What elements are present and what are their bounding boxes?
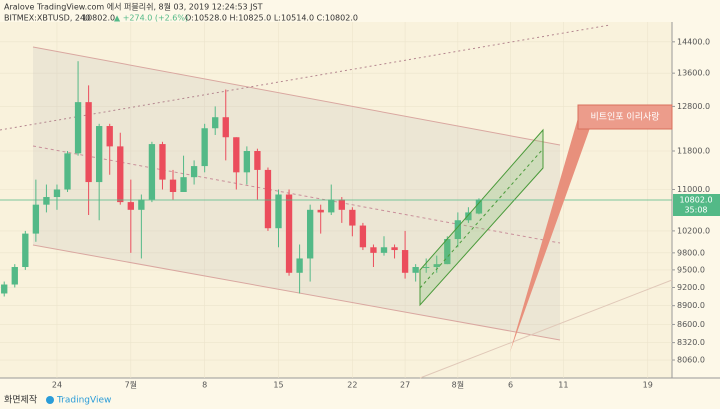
rising-channel bbox=[419, 128, 544, 307]
price-tag-price: 10802.0 bbox=[679, 196, 712, 205]
candle-body bbox=[32, 204, 40, 234]
x-tick-label: 27 bbox=[400, 381, 410, 390]
y-tick-label: 8600.0 bbox=[677, 320, 705, 329]
candle-body bbox=[296, 258, 303, 273]
candle-body bbox=[96, 126, 103, 183]
y-tick-label: 8320.0 bbox=[677, 338, 705, 347]
candle-body bbox=[359, 225, 367, 248]
candle-body bbox=[190, 166, 198, 178]
x-tick-label: 8월 bbox=[452, 380, 464, 390]
candle-body bbox=[201, 128, 208, 167]
x-tick-label: 8 bbox=[202, 381, 207, 390]
candle-body bbox=[1, 284, 8, 294]
candle-body bbox=[64, 153, 71, 190]
candle-body bbox=[285, 194, 293, 273]
x-tick-label: 7월 bbox=[125, 380, 137, 390]
trend-line bbox=[0, 24, 611, 131]
candle-body bbox=[475, 199, 483, 214]
price-tag bbox=[673, 194, 720, 216]
last-price: 10802.0 bbox=[82, 14, 115, 23]
footer-made-by: 화면제작 bbox=[4, 395, 37, 406]
candle-body bbox=[138, 199, 145, 210]
y-tick-label: 8060.0 bbox=[677, 356, 705, 365]
candle-body bbox=[423, 267, 430, 269]
candle-body bbox=[444, 239, 451, 265]
candle-body bbox=[159, 144, 166, 180]
candle-body bbox=[412, 267, 419, 273]
candle-body bbox=[454, 220, 462, 240]
x-tick-label: 6 bbox=[508, 381, 513, 390]
candle-body bbox=[275, 194, 282, 229]
channel-mid bbox=[32, 145, 561, 244]
channel-fill bbox=[33, 47, 560, 340]
candle-body bbox=[349, 209, 356, 226]
y-tick-label: 9500.0 bbox=[677, 265, 705, 274]
footer-brand: TradingView bbox=[56, 396, 111, 406]
candle-body bbox=[85, 102, 92, 183]
candle-body bbox=[53, 189, 61, 198]
x-tick-label: 11 bbox=[558, 381, 568, 390]
y-tick-label: 10200.0 bbox=[677, 226, 710, 235]
brand-logo bbox=[46, 396, 54, 404]
annotation-box bbox=[577, 104, 673, 130]
candle-body bbox=[106, 126, 113, 147]
trend-line-2 bbox=[419, 279, 673, 379]
candle-body bbox=[338, 199, 345, 210]
y-tick-label: 11800.0 bbox=[677, 147, 710, 156]
candle-body bbox=[148, 144, 156, 200]
y-tick-label: 8900.0 bbox=[677, 301, 705, 310]
price-tag-countdown: 35:08 bbox=[684, 206, 707, 215]
candle-body bbox=[180, 177, 187, 192]
annotation-pointer bbox=[510, 118, 590, 352]
candle-body bbox=[317, 209, 324, 213]
candle-body bbox=[465, 212, 472, 221]
candle-body bbox=[433, 264, 440, 268]
candle-body bbox=[212, 117, 219, 129]
y-tick-label: 13600.0 bbox=[677, 69, 710, 78]
candle-body bbox=[254, 151, 261, 170]
candle-body bbox=[127, 202, 134, 210]
x-tick-label: 15 bbox=[273, 381, 283, 390]
candle-body bbox=[264, 169, 272, 229]
candle-body bbox=[222, 117, 229, 138]
x-tick-label: 19 bbox=[643, 381, 653, 390]
y-tick-label: 11000.0 bbox=[677, 185, 710, 194]
y-tick-label: 12800.0 bbox=[677, 102, 710, 111]
publish-line: Aralove TradingView.com 에서 퍼블리쉬, 8월 03, … bbox=[4, 2, 263, 12]
axes: 14400.0 13600.0 12800.0 11800.0 11000.0 10200… bbox=[52, 37, 710, 389]
candle-body bbox=[391, 247, 398, 251]
candle-body bbox=[306, 209, 314, 259]
candle-body bbox=[233, 137, 240, 173]
channel-upper bbox=[32, 46, 561, 146]
candle-body bbox=[401, 250, 409, 273]
candle-body bbox=[74, 102, 82, 154]
change: ▲ +274.0 (+2.6%) bbox=[114, 14, 188, 23]
x-tick-label: 22 bbox=[347, 381, 357, 390]
candle-body bbox=[11, 267, 18, 285]
candle-body bbox=[22, 233, 29, 268]
symbol: BITMEX:XBTUSD, 240 bbox=[4, 14, 90, 23]
candle-body bbox=[380, 247, 388, 253]
candle-body bbox=[243, 151, 251, 173]
channel-lower bbox=[32, 244, 561, 341]
candle-body bbox=[370, 247, 377, 253]
rising-channel-mid bbox=[419, 148, 544, 289]
annotation-text: 비트인포 이리사랑 bbox=[590, 111, 659, 123]
ohlc: O:10528.0 H:10825.0 L:10514.0 C:10802.0 bbox=[185, 14, 358, 23]
candle-body bbox=[169, 179, 177, 192]
candle-body bbox=[328, 199, 335, 213]
candle-body bbox=[117, 146, 124, 203]
y-tick-label: 9800.0 bbox=[677, 248, 705, 257]
candle-body bbox=[43, 197, 50, 205]
x-tick-label: 24 bbox=[52, 381, 62, 390]
y-tick-label: 14400.0 bbox=[677, 37, 710, 46]
candles bbox=[1, 61, 483, 297]
y-tick-label: 9200.0 bbox=[677, 283, 705, 292]
